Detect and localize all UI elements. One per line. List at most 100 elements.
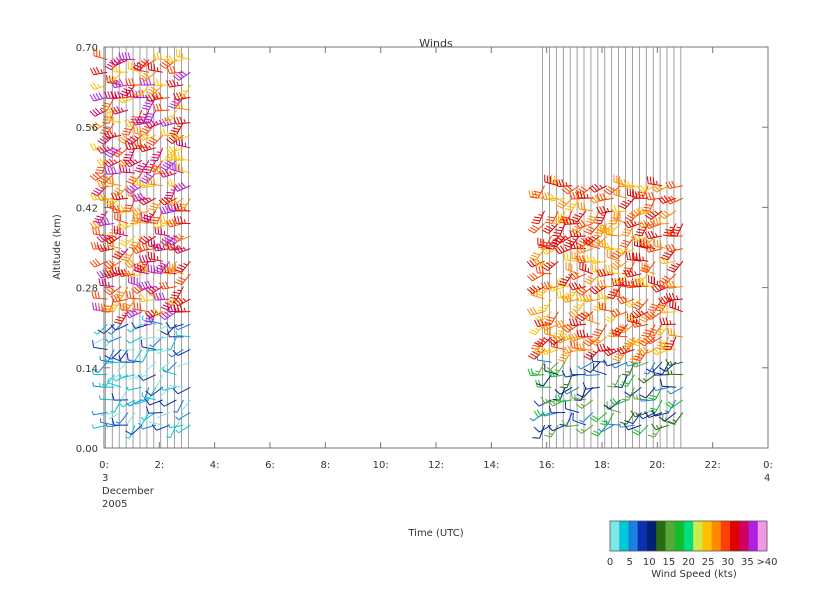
wind-barb [160,386,177,391]
barb-flag [573,309,580,316]
barb-flag [594,336,601,343]
barb-staff [578,208,593,212]
barb-staff [93,346,108,350]
barb-flag [529,307,535,315]
barb-flag [628,252,631,260]
barb-flag [541,229,549,234]
barb-staff [142,374,157,382]
barb-staff [141,346,156,350]
barb-flag [180,216,183,224]
barb-flag [536,340,544,345]
barb-staff [126,298,136,311]
wind-barb [145,406,163,414]
barb-flag [136,215,139,223]
barb-flag [146,141,154,146]
barb-flag [92,226,95,235]
barb-flag [642,346,649,354]
barb-flag [624,391,631,397]
barb-half-flag [565,181,568,187]
barb-flag [550,338,557,344]
barb-flag [101,233,108,240]
barb-half-flag [93,331,98,335]
barb-flag [108,234,116,237]
wind-barbs [89,48,684,439]
barb-flag [109,270,115,277]
wind-barb [124,270,143,279]
barb-staff [635,361,649,368]
wind-barb [94,160,108,174]
barb-flag [564,187,571,193]
barb-flag [145,77,149,86]
barb-flag [671,292,676,300]
barb-flag [623,221,629,229]
barb-flag [639,394,647,399]
wind-barb [667,386,684,395]
barb-flag [169,242,173,250]
barb-staff [641,399,656,402]
barb-staff [176,107,191,111]
barb-flag [627,280,631,288]
barb-staff [176,122,191,125]
wind-barb [137,133,156,142]
wind-barb [110,323,129,331]
barb-staff [545,323,559,331]
barb-staff [147,210,157,223]
barb-flag [671,180,676,188]
barb-staff [117,147,129,158]
barb-flag [596,206,601,214]
barb-flag [602,349,609,357]
barb-flag [547,245,555,247]
barb-staff [577,210,587,223]
barb-flag [167,329,170,337]
barb-flag [141,127,150,132]
barb-flag [138,145,143,152]
barb-staff [590,223,601,235]
barb-staff [538,210,545,224]
barb-flag [96,180,101,188]
barb-staff [558,185,573,188]
wind-barb [165,55,184,63]
barb-flag [98,278,101,286]
wind-barb [174,273,191,286]
barb-staff [94,84,108,91]
colorbar-tick-label: 35 [741,557,754,568]
barb-flag [107,167,111,175]
barb-flag [640,348,646,355]
barb-staff [162,122,177,127]
barb-flag [107,91,111,99]
barb-staff [627,273,642,278]
barb-staff [581,311,594,322]
wind-barb [139,77,156,86]
barb-staff [558,323,573,328]
wind-barb [544,174,559,187]
barb-staff [163,399,177,407]
barb-flag [562,217,566,225]
barb-flag [634,233,642,237]
barb-staff [541,311,552,322]
wind-barb [138,71,157,82]
barb-flag [655,347,663,350]
barb-flag [599,193,604,201]
barb-flag [116,106,121,113]
barb-flag [526,308,532,316]
wind-barb [624,386,642,397]
barb-flag [631,191,635,199]
barb-flag [175,133,181,140]
barb-flag [147,120,153,127]
barb-flag [92,302,95,310]
barb-flag [138,238,145,245]
wind-barb [89,66,108,76]
barb-staff [655,222,670,225]
wind-barb [665,180,683,190]
barb-flag [124,52,128,60]
barb-half-flag [586,332,589,337]
barb-flag [623,181,629,189]
barb-flag [640,240,648,245]
barb-flag [147,169,155,173]
wind-barb [111,393,129,401]
barb-flag [554,247,560,254]
barb-flag [164,60,171,66]
barb-half-flag [564,383,569,386]
wind-barb [669,299,684,313]
barb-staff [148,271,163,275]
